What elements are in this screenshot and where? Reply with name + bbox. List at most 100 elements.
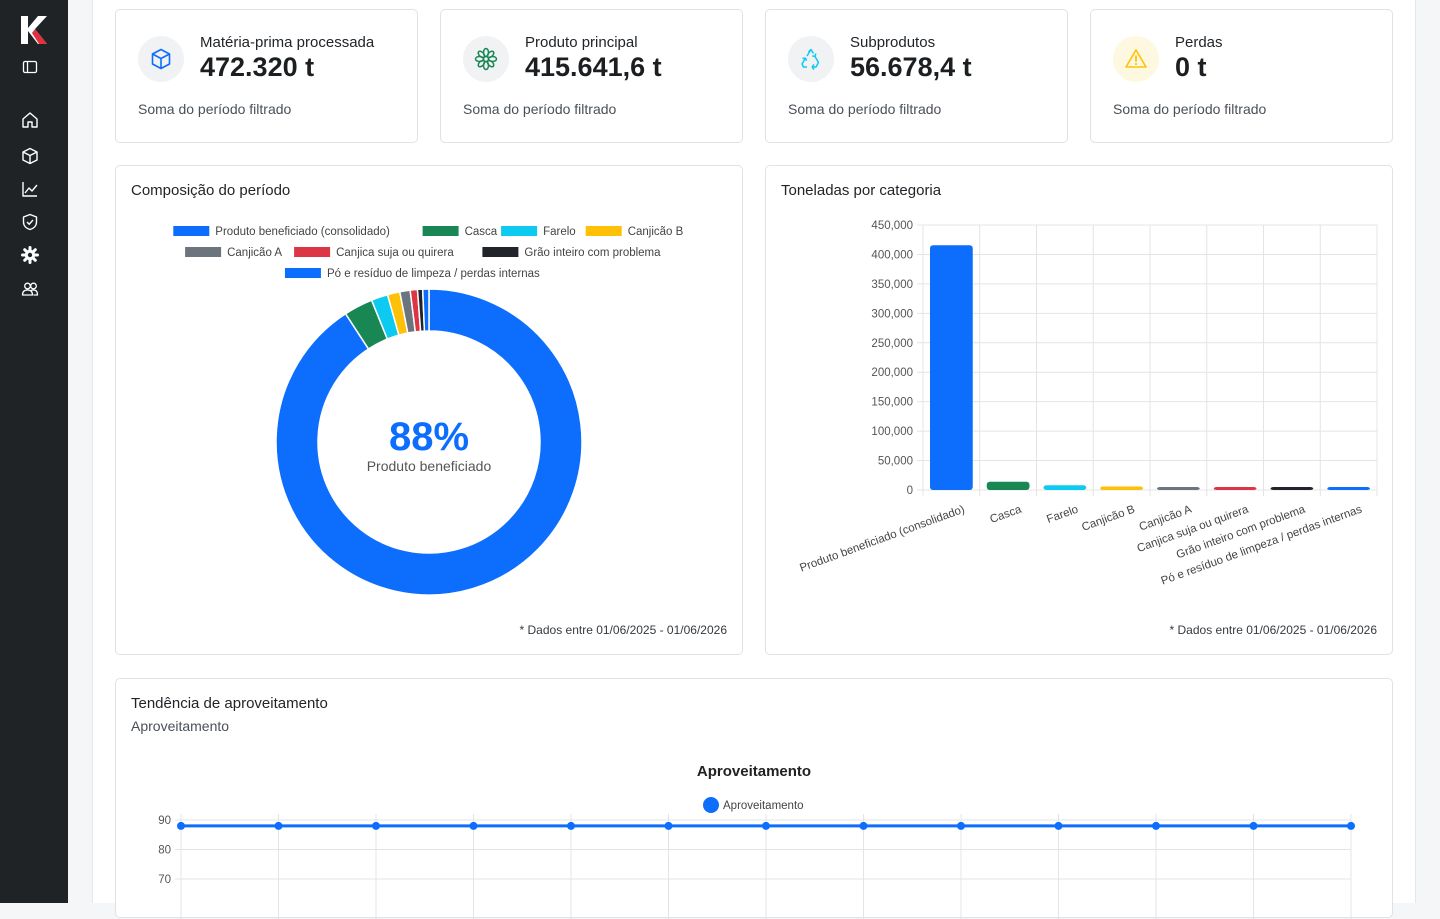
data-point[interactable] [274, 821, 283, 830]
y-tick-label: 250,000 [871, 338, 913, 350]
kpi-label: Subprodutos [850, 34, 936, 51]
data-point[interactable] [1152, 821, 1160, 830]
tonnage-bar-chart: 450,000 400,000 350,000 300,000 250,000 200,0… [798, 220, 1378, 588]
kpi-value: 472.320 t [200, 52, 315, 82]
legend-label-farelo[interactable]: Farelo [543, 226, 576, 238]
y-tick-label: 200,000 [871, 367, 913, 379]
home-icon[interactable] [20, 110, 40, 130]
legend-label-casca[interactable]: Casca [465, 226, 498, 238]
legend-label-grao-inteiro-com-problema[interactable]: Grão inteiro com problema [524, 247, 661, 259]
data-point[interactable] [1249, 821, 1258, 830]
bar-grao-inteiro-com-problema[interactable] [1270, 487, 1314, 490]
tonnage-card: Toneladas por categoria 450,000 400,000 35… [765, 165, 1393, 655]
kpi-footnote: Soma do período filtrado [1113, 101, 1267, 117]
sidebar [0, 0, 68, 903]
line-chart-title: Aproveitamento [697, 763, 811, 780]
data-point[interactable] [957, 821, 965, 830]
kpi-value: 56.678,4 t [850, 52, 972, 82]
card-title: Composição do período [131, 182, 291, 199]
doughnut-slice-po-e-residuo-de-limpeza-perdas-internas[interactable] [421, 288, 430, 332]
bar-canjicao-a[interactable] [1157, 487, 1200, 490]
box-icon [138, 36, 184, 82]
kpi-label: Produto principal [525, 34, 638, 51]
sidebar-toggle-icon[interactable] [20, 57, 40, 77]
data-point[interactable] [664, 821, 673, 830]
y-tick-label: 70 [158, 874, 171, 886]
y-tick-label: 100,000 [871, 426, 913, 438]
date-range-note: * Dados entre 01/06/2025 - 01/06/2026 [519, 623, 728, 637]
bar-canjica-suja-ou-quirera[interactable] [1213, 487, 1257, 490]
x-tick-label-canjicao-b: Canjicão B [1080, 503, 1137, 533]
kpi-value: 0 t [1175, 52, 1207, 82]
warning-icon [1113, 36, 1159, 82]
x-tick-label-farelo: Farelo [1045, 504, 1080, 526]
chart-line-icon[interactable] [20, 179, 40, 199]
y-tick-label: 300,000 [871, 308, 913, 320]
data-point[interactable] [1054, 821, 1063, 830]
y-tick-label: 150,000 [871, 397, 913, 409]
date-range-note: * Dados entre 01/06/2025 - 01/06/2026 [1169, 623, 1378, 637]
legend-label-aproveitamento[interactable]: Aproveitamento [723, 800, 804, 812]
legend-swatch-canjicao-b[interactable] [585, 226, 622, 236]
y-tick-label: 0 [907, 485, 913, 497]
legend-label-canjicao-a[interactable]: Canjicão A [227, 247, 282, 259]
legend-swatch-produto-beneficiado-consolidado[interactable] [173, 226, 210, 236]
kpi-footnote: Soma do período filtrado [463, 101, 617, 117]
y-tick-label: 50,000 [878, 456, 913, 468]
doughnut-center-value: 88% [389, 415, 469, 459]
kpi-label: Matéria-prima processada [200, 34, 375, 51]
bar-casca[interactable] [986, 481, 1030, 490]
kpi-value: 415.641,6 t [525, 52, 662, 82]
kpi-label: Perdas [1175, 34, 1223, 51]
bar-po-e-residuo-de-limpeza-perdas-internas[interactable] [1327, 487, 1370, 490]
users-icon[interactable] [20, 279, 40, 299]
data-point[interactable] [177, 821, 185, 830]
doughnut-slice-produto-beneficiado-consolidado[interactable] [275, 288, 583, 596]
legend-label-canjica-suja-ou-quirera[interactable]: Canjica suja ou quirera [336, 247, 454, 259]
y-tick-label: 80 [158, 845, 171, 857]
kpi-footnote: Soma do período filtrado [788, 101, 942, 117]
brand-logo[interactable] [18, 14, 50, 46]
box-icon[interactable] [20, 146, 40, 166]
legend-swatch-aproveitamento[interactable] [703, 797, 719, 813]
y-tick-label: 450,000 [871, 220, 913, 232]
legend-swatch-grao-inteiro-com-problema[interactable] [482, 247, 519, 257]
card-title: Tendência de aproveitamento [131, 695, 328, 712]
flower-icon [463, 36, 509, 82]
composition-card: Composição do período Produto beneficiad… [115, 165, 743, 655]
recycle-icon [788, 36, 834, 82]
card-subtitle: Aproveitamento [131, 718, 230, 734]
kpi-card-raw-material: Matéria-prima processada 472.320 t Soma … [115, 9, 418, 143]
kpi-footnote: Soma do período filtrado [138, 101, 292, 117]
legend-swatch-casca[interactable] [422, 226, 459, 236]
shield-check-icon[interactable] [20, 212, 40, 232]
x-tick-label-produto-beneficiado-consolidado: Produto beneficiado (consolidado) [798, 503, 966, 574]
data-point[interactable] [762, 821, 770, 830]
legend-swatch-farelo[interactable] [501, 226, 538, 236]
data-point[interactable] [567, 821, 575, 830]
kpi-card-losses: Perdas 0 t Soma do período filtrado [1090, 9, 1393, 143]
bar-farelo[interactable] [1043, 485, 1087, 490]
data-point[interactable] [859, 821, 868, 830]
bar-produto-beneficiado-consolidado[interactable] [930, 245, 973, 490]
gear-icon[interactable] [20, 245, 40, 265]
data-point[interactable] [469, 821, 478, 830]
y-tick-label: 350,000 [871, 279, 913, 291]
composition-doughnut-chart: Produto beneficiado (consolidado) Casca Fa… [173, 226, 684, 596]
legend-label-canjicao-b[interactable]: Canjicão B [628, 226, 684, 238]
doughnut-center-label: Produto beneficiado [367, 458, 492, 474]
legend-swatch-canjicao-a[interactable] [185, 247, 222, 257]
x-tick-label-casca: Casca [988, 503, 1023, 526]
legend-swatch-po-e-residuo-de-limpeza-perdas-internas[interactable] [284, 268, 321, 278]
legend-label-po-e-residuo-de-limpeza-perdas-internas[interactable]: Pó e resíduo de limpeza / perdas interna… [327, 268, 540, 280]
trend-card: Tendência de aproveitamento Aproveitamen… [115, 678, 1393, 919]
y-tick-label: 400,000 [871, 249, 913, 261]
trend-line-chart: Aproveitamento Aproveitamento 90 80 70 [158, 763, 1355, 919]
data-point[interactable] [1347, 821, 1355, 830]
legend-swatch-canjica-suja-ou-quirera[interactable] [294, 247, 331, 257]
kpi-card-main-product: Produto principal 415.641,6 t Soma do pe… [440, 9, 743, 143]
bar-canjicao-b[interactable] [1100, 486, 1143, 490]
data-point[interactable] [372, 821, 380, 830]
legend-label-produto-beneficiado-consolidado[interactable]: Produto beneficiado (consolidado) [215, 226, 390, 238]
card-title: Toneladas por categoria [781, 182, 942, 199]
